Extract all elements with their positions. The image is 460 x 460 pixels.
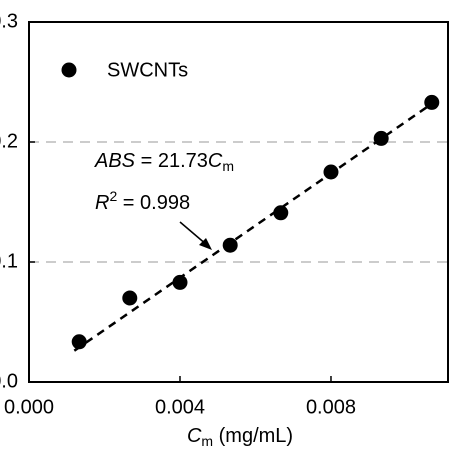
arrow-head — [199, 238, 212, 250]
legend-marker — [61, 62, 77, 78]
plot-frame — [28, 21, 449, 383]
data-point — [71, 334, 87, 350]
y-tick-label: 0.1 — [0, 250, 18, 272]
x-tick-label: 0.000 — [4, 396, 54, 418]
x-label-sub: m — [201, 433, 213, 449]
eq-slope: 21.73 — [158, 150, 208, 172]
x-axis-label: Cm (mg/mL) — [187, 425, 293, 448]
data-point — [222, 237, 238, 253]
eq-lhs: ABS — [94, 150, 136, 172]
grid — [29, 21, 448, 383]
data-point — [172, 274, 188, 290]
r2-sign: = — [117, 192, 140, 214]
r2-sup: 2 — [109, 188, 117, 204]
data-point — [323, 164, 339, 180]
y-tick-label: 0.2 — [0, 130, 18, 152]
data-point — [373, 130, 389, 146]
x-label-unit: (mg/mL) — [213, 425, 293, 447]
equation: ABS = 21.73Cm — [94, 150, 234, 173]
eq-var: C — [208, 150, 223, 172]
data-point — [273, 205, 289, 221]
x-tick-label: 0.008 — [306, 396, 356, 418]
r2-value: 0.998 — [140, 192, 190, 214]
eq-sign: = — [135, 150, 158, 172]
eq-sub: m — [222, 158, 234, 174]
r2: R2 = 0.998 — [95, 188, 190, 215]
legend-label: SWCNTs — [107, 59, 188, 81]
marks — [71, 94, 442, 352]
y-tick-label: 0.3 — [0, 10, 18, 32]
x-tick-label: 0.004 — [155, 396, 205, 418]
y-tick-label: 0.0 — [0, 370, 18, 392]
x-label-var: C — [187, 425, 202, 447]
arrow-shaft — [179, 221, 208, 246]
data-point — [122, 290, 138, 306]
r2-var: R — [95, 192, 109, 214]
data-point — [424, 94, 440, 110]
